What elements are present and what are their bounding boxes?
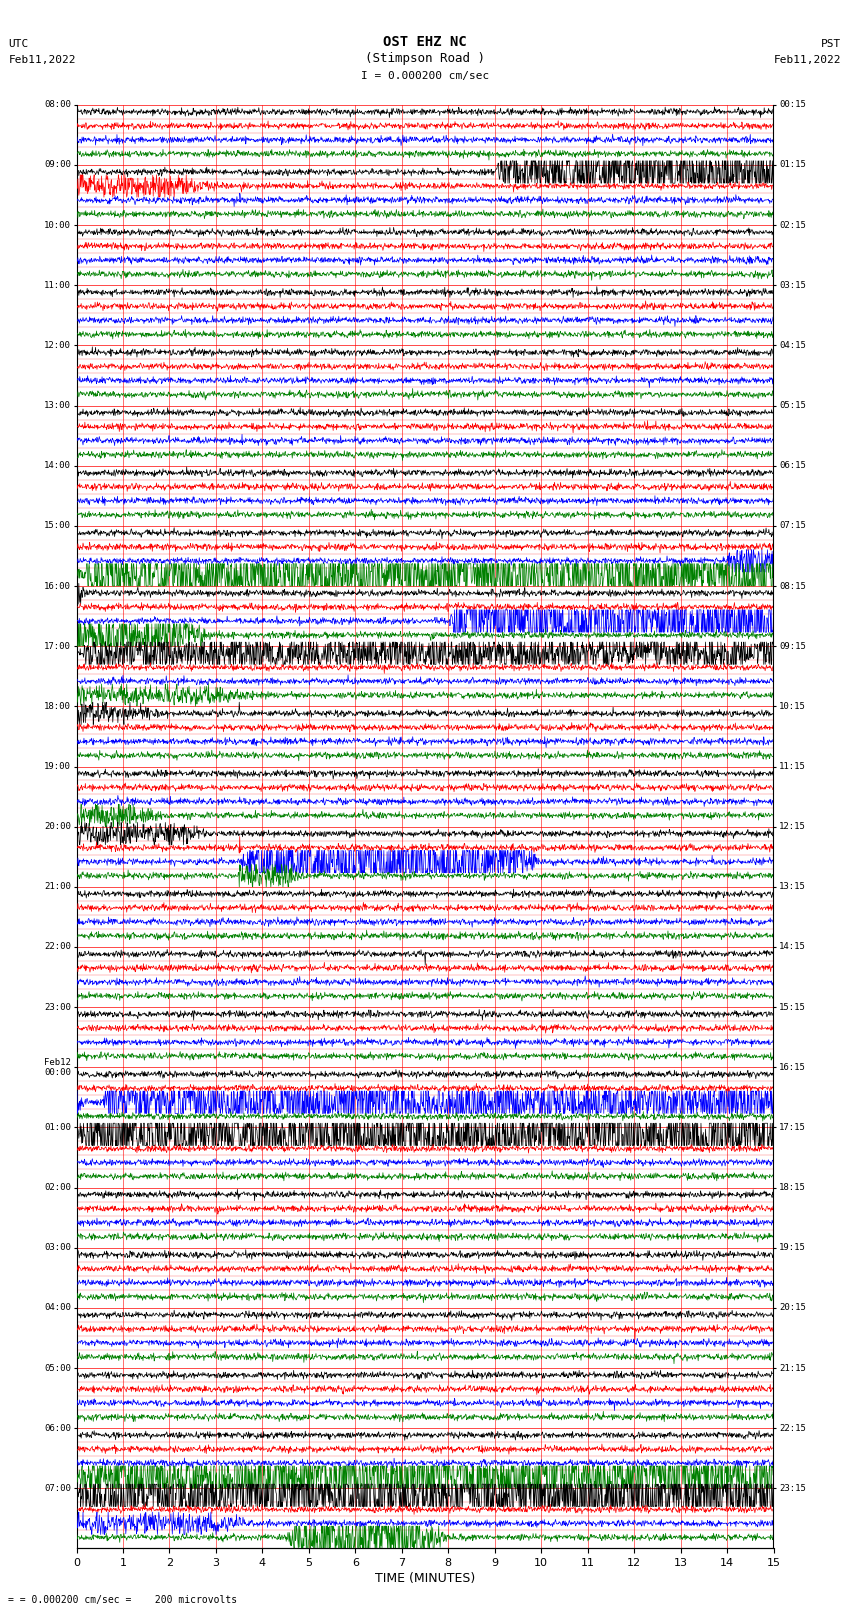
Text: = = 0.000200 cm/sec =    200 microvolts: = = 0.000200 cm/sec = 200 microvolts	[8, 1595, 238, 1605]
Text: UTC: UTC	[8, 39, 29, 50]
Text: OST EHZ NC: OST EHZ NC	[383, 35, 467, 50]
X-axis label: TIME (MINUTES): TIME (MINUTES)	[375, 1573, 475, 1586]
Text: PST: PST	[821, 39, 842, 50]
Text: I = 0.000200 cm/sec: I = 0.000200 cm/sec	[361, 71, 489, 82]
Text: Feb11,2022: Feb11,2022	[8, 55, 76, 65]
Text: Feb11,2022: Feb11,2022	[774, 55, 842, 65]
Text: (Stimpson Road ): (Stimpson Road )	[365, 52, 485, 65]
